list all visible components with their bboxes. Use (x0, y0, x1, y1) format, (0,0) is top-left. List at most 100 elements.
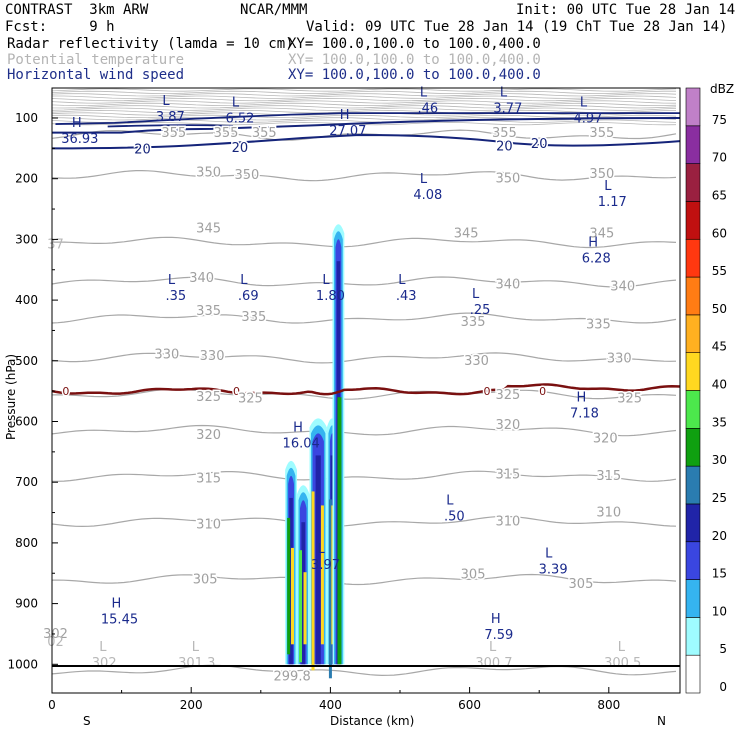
x-tick-label: 400 (319, 698, 342, 712)
extremum-type: L (322, 273, 330, 288)
colorbar-level: 30 (712, 453, 727, 467)
colorbar-level: 45 (712, 340, 727, 354)
x-tick-label: 0 (48, 698, 56, 712)
y-tick-label: 900 (15, 597, 38, 611)
cell-core (315, 455, 321, 665)
south-label: S (83, 714, 91, 728)
surface-label-value: 301.3 (178, 656, 215, 671)
theta-label: 330 (607, 351, 632, 366)
colorbar-unit: dBZ (710, 82, 734, 96)
theta-label: 340 (610, 280, 635, 295)
colorbar-swatch (685, 163, 701, 202)
surface-label-value: 300.5 (604, 656, 641, 671)
theta-label: 305 (461, 567, 486, 582)
cell-yellow (290, 547, 294, 645)
extremum-value: .46 (417, 102, 438, 117)
colorbar-level: 10 (712, 604, 727, 618)
surface-label-value: 37 (47, 237, 64, 252)
field-theta-xy: XY= 100.0,100.0 to 100.0,400.0 (288, 52, 541, 68)
surface-label-type: L (99, 640, 107, 655)
forecast-hour: Fcst: 9 h (5, 19, 115, 35)
x-axis-label: Distance (km) (330, 714, 414, 728)
extremum-type: L (446, 493, 454, 508)
theta-label: 355 (589, 126, 614, 141)
upper-theta-line (52, 107, 677, 111)
theta-contour-305 (52, 573, 677, 586)
colorbar-swatch (685, 276, 701, 316)
extremum-type: H (72, 116, 82, 131)
wind-contour-inner (107, 124, 233, 128)
theta-label: 350 (234, 168, 259, 183)
theta-contour-330 (52, 352, 677, 364)
theta-label: 315 (196, 472, 221, 487)
theta-label: 350 (495, 172, 520, 187)
extremum-type: L (420, 86, 428, 101)
valid-time: Valid: 09 UTC Tue 28 Jan 14 (19 ChT Tue … (306, 19, 728, 35)
colorbar-level: 0 (719, 680, 727, 694)
extremum-type: H (293, 421, 303, 436)
theta-label: 320 (593, 431, 618, 446)
colorbar-swatch (685, 125, 701, 164)
theta-label: 299.8 (274, 669, 311, 684)
extremum-value: 16.04 (283, 437, 320, 452)
theta-label: 315 (596, 469, 621, 484)
colorbar: 0 5 10 15 20 25 30 35 40 45 50 55 60 65 70 75 (685, 87, 727, 694)
wind-label: 20 (531, 137, 548, 152)
theta-label: 335 (196, 304, 221, 319)
theta-label: 355 (492, 126, 517, 141)
theta-label: 350 (196, 166, 221, 181)
extremum-value: 6.52 (225, 111, 254, 126)
init-time: Init: 00 UTC Tue 28 Jan 14 (516, 2, 736, 18)
theta-label: 340 (189, 271, 214, 286)
zero-contour-label: 0 (539, 385, 546, 398)
theta-label: 335 (461, 315, 486, 330)
extremum-value: .25 (470, 303, 491, 318)
wind-contour-upper (52, 117, 680, 134)
extremum-value: 3.97 (311, 558, 340, 573)
theta-label: 310 (495, 515, 520, 530)
theta-label: 325 (495, 388, 520, 403)
theta-label: 345 (589, 226, 614, 241)
colorbar-level: 50 (712, 302, 727, 316)
extremum-value: 1.80 (316, 289, 345, 304)
north-label: N (657, 714, 666, 728)
theta-label: 325 (196, 390, 221, 405)
extremum-value: .69 (238, 289, 259, 304)
extremum-value: 3.39 (539, 562, 568, 577)
extremum-value: .50 (444, 509, 465, 524)
extremum-type: L (604, 179, 612, 194)
extremum-value: .43 (396, 289, 417, 304)
wind-contour-20 (52, 133, 680, 150)
extremum-type: L (240, 273, 248, 288)
colorbar-swatch (685, 579, 701, 618)
colorbar-level: 75 (712, 113, 727, 127)
colorbar-swatch (685, 503, 701, 543)
colorbar-level: 65 (712, 188, 727, 202)
extremum-value: 4.08 (413, 188, 442, 203)
extremum-value: 6.28 (582, 252, 611, 267)
surface-label-value: 02 (47, 635, 64, 650)
upper-theta-line (52, 88, 677, 92)
colorbar-level: 35 (712, 415, 727, 429)
theta-contour-320 (52, 424, 677, 437)
upper-theta-line (52, 97, 677, 102)
upper-theta-line (52, 109, 677, 114)
zero-contour-label: 0 (484, 385, 491, 398)
extremum-type: L (472, 287, 480, 302)
colorbar-swatch (685, 617, 701, 656)
x-tick-label: 600 (458, 698, 481, 712)
theta-label: 355 (252, 126, 277, 141)
plot-frame (51, 87, 681, 694)
theta-contour-315 (52, 470, 677, 482)
upper-theta-line (52, 102, 677, 107)
theta-label: 305 (193, 572, 218, 587)
theta-label: 302 (43, 627, 68, 642)
wind-label: 20 (496, 139, 513, 154)
zero-contour-line (52, 383, 680, 396)
y-tick-label: 1000 (7, 657, 38, 671)
extremum-type: L (398, 273, 406, 288)
extremum-type: H (491, 612, 501, 627)
